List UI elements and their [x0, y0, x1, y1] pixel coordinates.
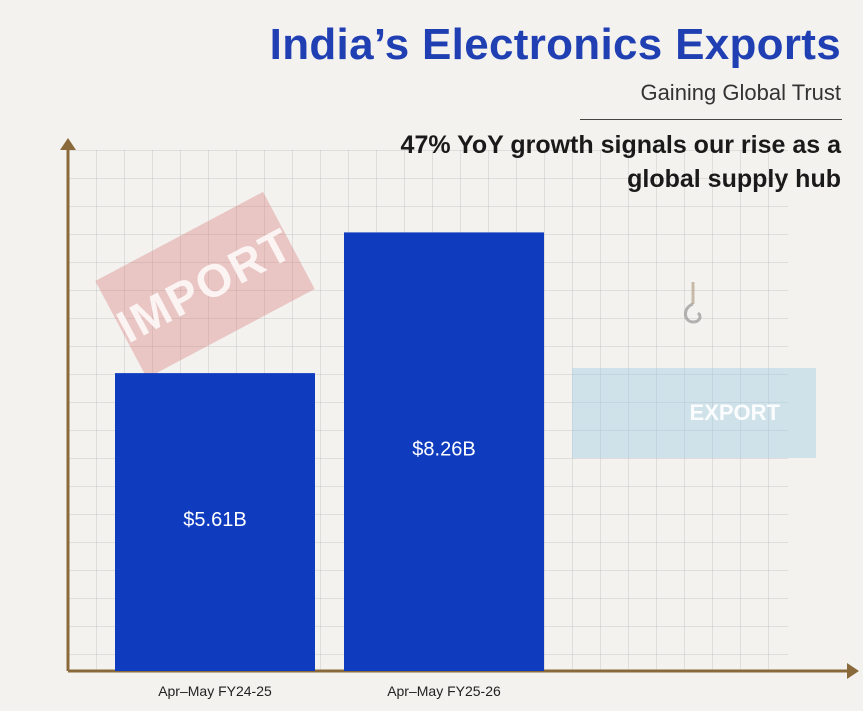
bar-1	[115, 373, 315, 671]
chart-title: India’s Electronics Exports	[269, 20, 841, 69]
subtitle-divider	[580, 119, 842, 120]
x-tick-label-1: Apr–May FY24-25	[158, 683, 272, 699]
data-label-1: $5.61B	[183, 509, 246, 531]
x-tick-label-2: Apr–May FY25-26	[387, 683, 501, 699]
chart-subtitle: Gaining Global Trust	[640, 80, 841, 105]
bar-2	[344, 232, 544, 672]
export-container-decoration: EXPORT	[572, 368, 816, 458]
data-label-2: $8.26B	[412, 439, 475, 461]
crane-hook-icon	[684, 282, 702, 324]
x-axis-arrow-icon	[847, 663, 859, 679]
export-container-text: EXPORT	[689, 400, 780, 425]
y-axis-arrow-icon	[60, 138, 76, 150]
growth-headline: 47% YoY growth signals our rise as a glo…	[400, 131, 841, 193]
